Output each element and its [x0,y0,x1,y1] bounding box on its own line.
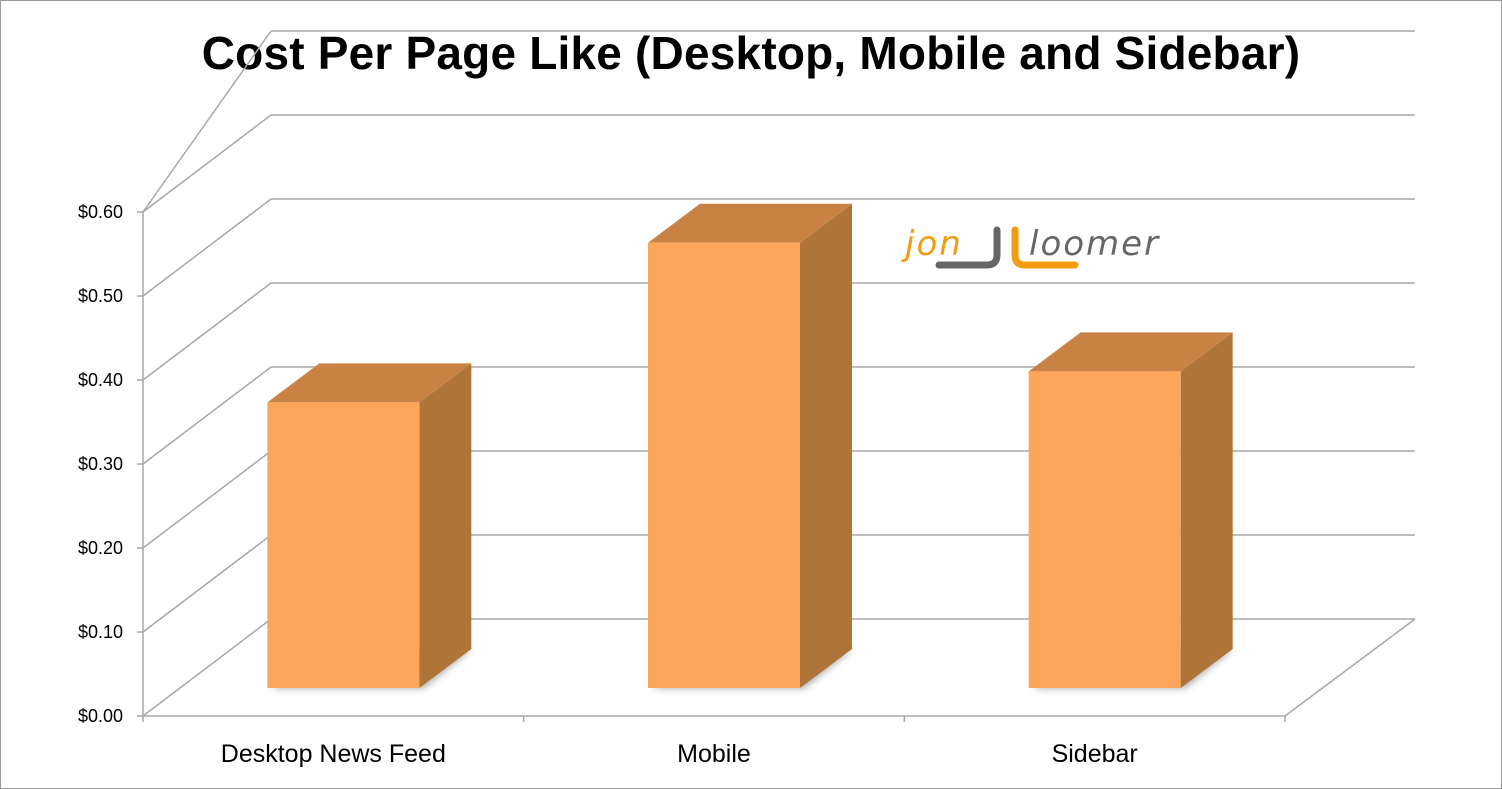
logo-text-jon: jon [901,224,963,264]
gridline-side [142,534,272,633]
x-tick-label: Sidebar [1052,740,1138,768]
chart-title: Cost Per Page Like (Desktop, Mobile and … [201,27,1301,79]
logo-j-mark-gray [935,226,1001,269]
gridline-side [142,30,272,213]
x-tick-label: Mobile [677,740,751,768]
gridline-side [142,618,272,717]
gridline-side [142,282,272,381]
bar-side [419,363,472,688]
bar-side [1180,332,1233,688]
gridline-side [142,114,272,213]
y-tick-label: $0.50 [78,286,123,306]
bars-layer [267,203,1233,689]
bar-top [648,203,852,243]
y-tick-label: $0.40 [78,370,123,390]
bar-top [1028,332,1233,372]
floor-edge [1284,618,1416,717]
bar-top [267,363,472,403]
bar [1028,371,1181,688]
gridline-side [142,366,272,465]
bar [267,402,420,688]
gridline-side [142,198,272,297]
y-tick-label: $0.20 [78,538,123,558]
logo: jon loomer [901,224,1160,269]
y-tick-label: $0.30 [78,454,123,474]
gridline-side [142,450,272,549]
bar-side [800,203,852,689]
y-tick-label: $0.10 [78,622,123,642]
logo-text-loomer: loomer [1029,224,1160,264]
labels-layer: $0.00 $0.10 $0.20 $0.30 $0.40 $0.50 $0.60 Deskt… [78,202,1138,768]
y-tick-label: $0.00 [78,706,123,726]
x-tick-label: Desktop News Feed [221,740,446,768]
bar [648,242,800,689]
y-tick-label: $0.60 [78,202,123,222]
logo-l-mark-orange [1011,226,1079,269]
